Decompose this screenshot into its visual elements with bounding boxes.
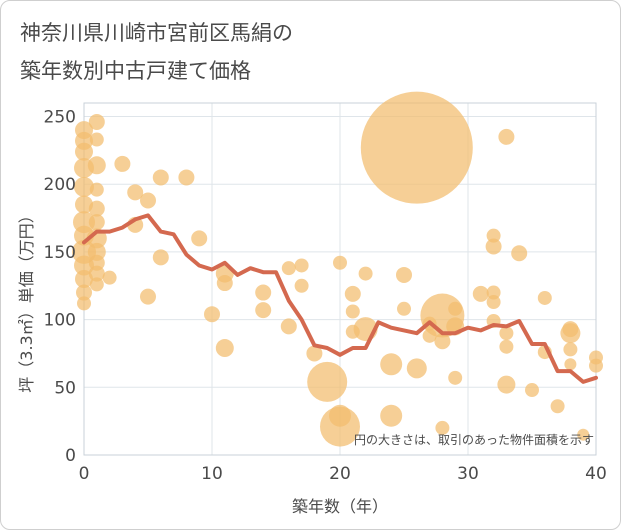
chart-title-line-1: 神奈川県川崎市宮前区馬絹の [20, 21, 293, 45]
bubble-84 [560, 323, 581, 344]
bubble-13 [88, 113, 105, 130]
bubble-54 [380, 353, 403, 376]
bubble-56 [396, 266, 412, 283]
bubble-44 [306, 345, 323, 362]
bubble-86 [564, 358, 577, 371]
bubble-63 [434, 333, 451, 350]
bubble-33 [191, 230, 208, 247]
average-line-layer [82, 213, 598, 384]
bubble-55 [380, 404, 403, 427]
bubble-49 [344, 285, 361, 302]
bubble-24 [102, 270, 117, 285]
bubble-50 [345, 304, 360, 319]
bubble-48 [320, 406, 360, 447]
bubble-28 [140, 192, 156, 209]
x-axis-title: 築年数（年） [292, 497, 388, 516]
bubble-57 [397, 301, 411, 316]
bubble-46 [333, 255, 347, 270]
bubble-37 [215, 339, 234, 358]
bubble-65 [448, 301, 463, 316]
bubble-18 [88, 214, 105, 231]
bubble-69 [486, 228, 501, 243]
bubble-68 [472, 285, 489, 302]
y-tick-label-0: 0 [65, 446, 76, 466]
bubble-77 [497, 375, 516, 394]
bubble-79 [525, 383, 539, 398]
y-tick-label-4: 200 [44, 175, 76, 195]
bubble-78 [511, 245, 528, 262]
bubble-12 [77, 296, 91, 311]
y-tick-label-2: 100 [44, 311, 76, 331]
bubble-67 [448, 370, 463, 385]
bubble-22 [88, 265, 105, 282]
bubble-43 [294, 278, 309, 293]
x-tick-labels: 0 10 20 30 40 [79, 464, 607, 484]
x-tick-label-0: 0 [79, 464, 90, 484]
chart-title-line-2: 築年数別中古戸建て価格 [20, 59, 251, 83]
average-price-line-0 [82, 213, 598, 384]
bubble-31 [152, 249, 169, 266]
bubble-32 [178, 169, 195, 186]
bubble-72 [486, 295, 501, 310]
bubble-40 [281, 261, 296, 276]
bubble-70 [485, 238, 502, 255]
bubble-64 [435, 420, 450, 435]
bubble-74 [498, 128, 515, 145]
x-tick-label-4: 40 [585, 464, 607, 484]
bubble-80 [537, 290, 552, 305]
bubble-5 [75, 195, 93, 214]
bubble-layer [72, 91, 603, 447]
bubble-85 [563, 342, 578, 357]
bubble-4 [74, 176, 94, 197]
bubble-16 [89, 182, 104, 197]
grid-lines [83, 103, 597, 456]
y-tick-label-5: 250 [44, 108, 76, 128]
bubble-75 [499, 326, 514, 341]
y-tick-labels: 0 50 100 150 200 250 [44, 108, 76, 466]
bubble-30 [152, 169, 169, 186]
x-tick-label-2: 20 [329, 464, 351, 484]
bubble-58 [360, 91, 473, 204]
bubble-38 [255, 284, 272, 301]
y-axis-title: 坪（3.3㎡）単価（万円） [17, 207, 36, 392]
bubble-26 [127, 184, 144, 201]
bubble-59 [406, 358, 427, 379]
bubble-82 [550, 399, 565, 414]
bubble-39 [255, 302, 272, 319]
bubble-89 [589, 358, 603, 373]
bubble-87 [577, 428, 590, 441]
x-tick-label-1: 10 [201, 464, 223, 484]
bubble-42 [294, 258, 309, 273]
bubble-41 [280, 318, 297, 335]
bubble-9 [74, 255, 94, 276]
size-note: 円の大きさは、取引のあった物件面積を示す [354, 432, 594, 447]
bubble-45 [307, 361, 348, 402]
bubble-76 [499, 339, 514, 354]
y-tick-label-1: 50 [54, 378, 76, 398]
bubble-14 [89, 132, 104, 147]
bubble-36 [216, 275, 233, 292]
bubble-34 [204, 306, 220, 323]
bubble-52 [358, 266, 373, 281]
bubble-10 [75, 270, 93, 288]
bubble-17 [88, 200, 105, 217]
bubble-23 [89, 277, 104, 292]
bubble-29 [140, 288, 156, 305]
bubble-15 [87, 156, 106, 175]
x-tick-label-3: 30 [457, 464, 479, 484]
bubble-2 [75, 142, 93, 161]
bubble-11 [76, 284, 92, 301]
y-tick-label-3: 150 [44, 243, 76, 263]
bubble-25 [114, 155, 131, 172]
